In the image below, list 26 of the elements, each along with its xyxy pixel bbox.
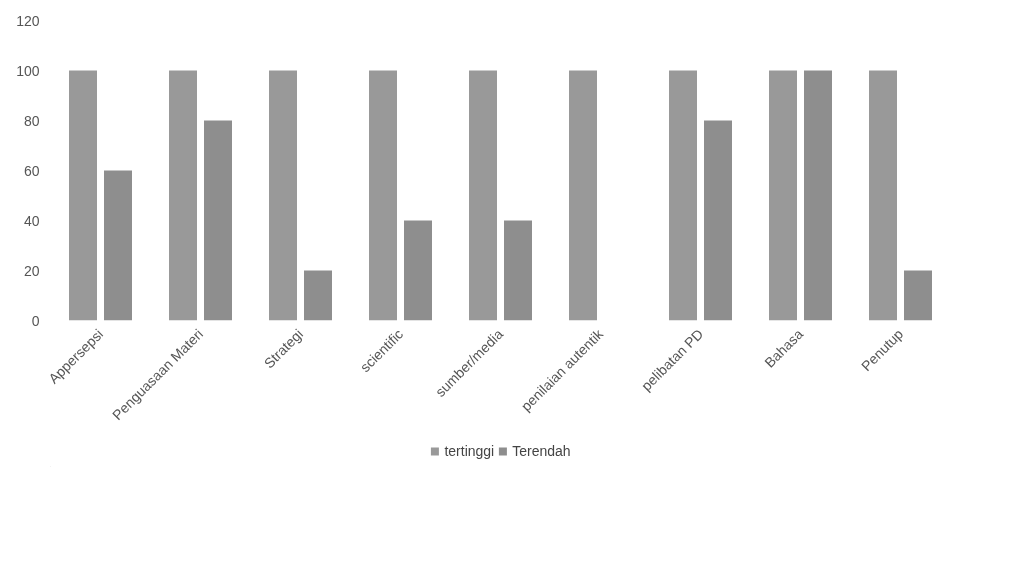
legend-label: tertinggi bbox=[444, 443, 495, 459]
bar bbox=[69, 70, 97, 321]
bar bbox=[669, 70, 697, 321]
y-tick-label: 0 bbox=[31, 312, 40, 329]
y-tick-label: 20 bbox=[23, 262, 40, 279]
bar bbox=[204, 120, 232, 321]
bar bbox=[769, 70, 797, 321]
bar bbox=[704, 120, 732, 321]
bar bbox=[904, 270, 932, 321]
bar bbox=[304, 270, 332, 321]
bar bbox=[404, 220, 432, 321]
bar bbox=[869, 70, 897, 321]
bar bbox=[469, 70, 497, 321]
y-tick-label: 80 bbox=[23, 112, 40, 129]
bar bbox=[369, 70, 397, 321]
bar bbox=[804, 70, 832, 321]
y-tick-label: 60 bbox=[23, 162, 40, 179]
y-tick-label: 40 bbox=[23, 212, 40, 229]
bar bbox=[504, 220, 532, 321]
bar bbox=[169, 70, 197, 321]
y-tick-label: 120 bbox=[16, 12, 40, 29]
legend-label: Terendah bbox=[512, 443, 571, 459]
y-tick-label: 100 bbox=[16, 62, 40, 79]
bar bbox=[104, 170, 132, 321]
bar bbox=[569, 70, 597, 321]
bar bbox=[269, 70, 297, 321]
